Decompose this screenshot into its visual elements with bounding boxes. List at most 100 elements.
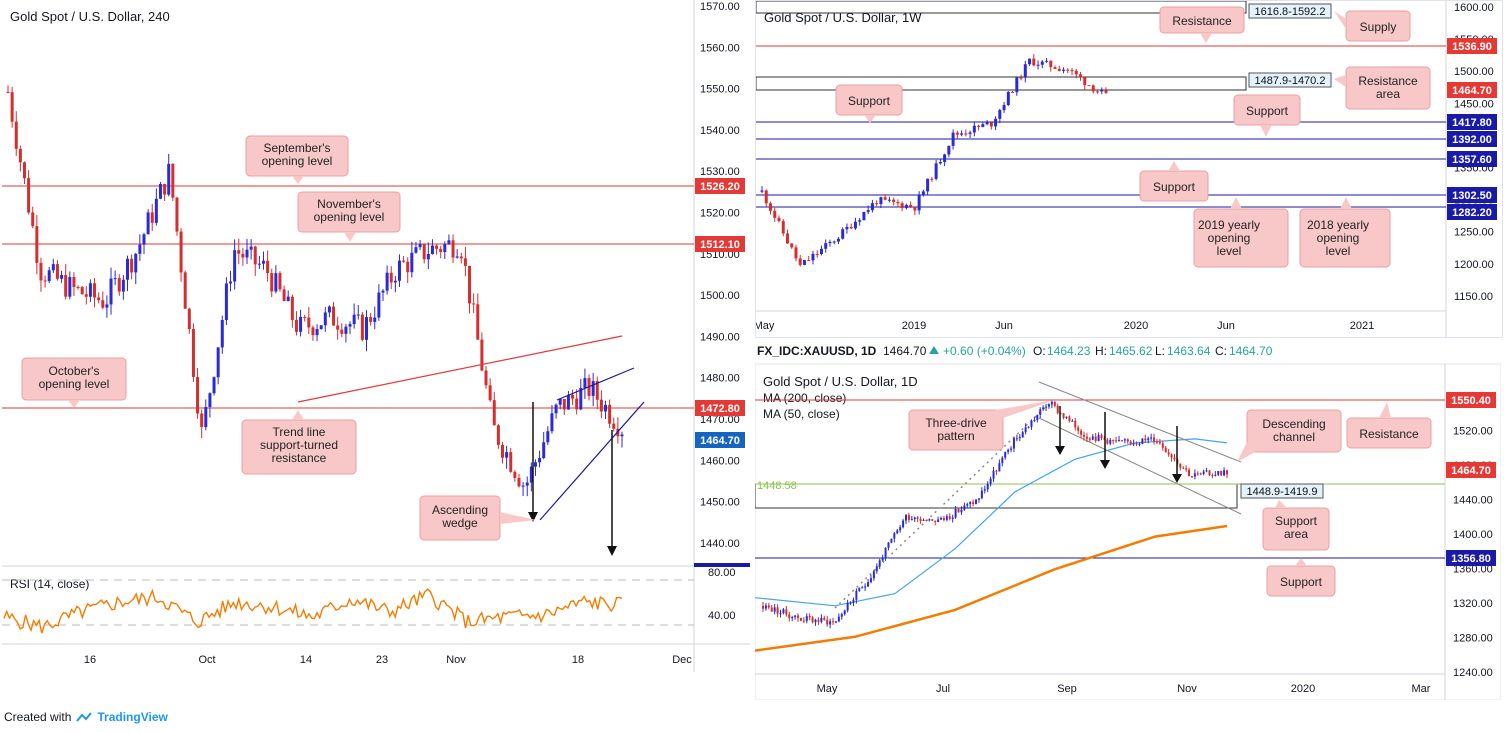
candle-body xyxy=(109,278,113,305)
callout-trendline[interactable]: Trend line support-turned resistance xyxy=(241,410,357,475)
time-tick-label: Oct xyxy=(198,654,215,666)
callout-wedge[interactable]: Ascending wedge xyxy=(419,495,536,541)
ma50-label: MA (50, close) xyxy=(763,407,840,421)
svg-text:Support: Support xyxy=(848,94,891,108)
daily-chart-svg[interactable]: FX_IDC:XAUUSD, 1D 1464.70 +0.60 (+0.04%)… xyxy=(754,338,1502,701)
callout-resistance-area[interactable]: Resistance area xyxy=(1334,66,1431,110)
svg-text:1472.80: 1472.80 xyxy=(700,403,740,415)
callout-october[interactable]: October's opening level xyxy=(21,357,127,408)
candle-body xyxy=(887,542,890,548)
candle-body xyxy=(1049,60,1053,68)
callout-resistance[interactable]: Resistance xyxy=(1346,402,1432,449)
open-value: 1464.23 xyxy=(1047,344,1091,358)
h4-chart-svg[interactable]: Gold Spot / U.S. Dollar, 240 1570.00 1560… xyxy=(2,0,750,672)
callout-resistance[interactable]: Resistance xyxy=(1159,6,1245,43)
time-axis[interactable]: 16 Oct 14 23 Nov 18 Dec xyxy=(84,654,692,666)
price-axis[interactable]: 1560.001520.001480.001440.001400.001360.… xyxy=(1453,391,1493,679)
candle-body xyxy=(867,582,870,587)
svg-text:1464.70: 1464.70 xyxy=(700,435,740,447)
callout-channel[interactable]: Descending channel xyxy=(1237,409,1342,462)
price-tag-bg xyxy=(1447,38,1497,54)
candle-body xyxy=(175,197,179,232)
resistance-area-zone xyxy=(755,76,1247,91)
callout-support-area[interactable]: Support area xyxy=(1262,500,1330,551)
callout-support-mid[interactable]: Support xyxy=(1139,161,1209,202)
chart-title: Gold Spot / U.S. Dollar, 240 xyxy=(10,9,170,24)
time-tick-label: 2020 xyxy=(1124,320,1148,332)
candle-body xyxy=(1047,404,1050,407)
daily-candles xyxy=(762,399,1228,629)
candle-body xyxy=(1083,77,1087,86)
price-tag-label: 1392.00 xyxy=(1452,134,1492,146)
callout-support-right[interactable]: Support xyxy=(1233,94,1301,137)
price-tag-1550: 1550.40 xyxy=(1446,392,1496,408)
candle-body xyxy=(768,203,772,211)
price-tag-bg xyxy=(1447,114,1497,130)
candle-body xyxy=(97,297,101,301)
candle-body xyxy=(788,614,791,619)
candle-body xyxy=(154,198,158,223)
candle-body xyxy=(64,275,68,297)
candle-body xyxy=(811,617,814,623)
candle-body xyxy=(805,616,808,622)
price-tick-label: 1490.00 xyxy=(700,331,740,343)
callout-supply[interactable]: Supply xyxy=(1334,10,1411,42)
candle-body xyxy=(972,125,976,133)
time-axis[interactable]: May 2019 Jun 2020 Jun 2021 xyxy=(754,320,1375,332)
candle-body xyxy=(410,252,414,273)
candle-body xyxy=(790,243,794,248)
callout-2019-yearly[interactable]: 2019 yearly opening level xyxy=(1193,197,1289,268)
candle-body xyxy=(117,278,121,292)
candle-body xyxy=(529,466,533,483)
price-tick-label: 1520.00 xyxy=(1453,426,1493,438)
callout-november[interactable]: November's opening level xyxy=(297,191,401,242)
support-zone-label: 1448.9-1419.9 xyxy=(1240,483,1324,499)
candle-body xyxy=(402,260,406,262)
candle-body xyxy=(241,253,245,258)
candle-body xyxy=(1115,440,1118,442)
candle-body xyxy=(1050,402,1053,405)
candle-body xyxy=(1147,438,1150,441)
candle-body xyxy=(1173,457,1176,460)
time-axis[interactable]: May Jul Sep Nov 2020 Mar xyxy=(817,683,1431,695)
candle-body xyxy=(834,621,837,623)
price-tag-current: 1464.70 xyxy=(695,432,745,448)
callout-2018-yearly[interactable]: 2018 yearly opening level xyxy=(1299,197,1391,268)
candle-body xyxy=(858,587,861,591)
candle-body xyxy=(356,314,360,316)
candle-body xyxy=(525,482,529,486)
candle-body xyxy=(1096,91,1100,93)
candle-body xyxy=(1150,437,1153,439)
time-tick-label: 2020 xyxy=(1291,683,1315,695)
ma200-line xyxy=(754,524,1228,652)
callout-support[interactable]: Support xyxy=(1266,558,1336,597)
candle-body xyxy=(934,520,937,522)
callout-three-drive[interactable]: Three-drive pattern xyxy=(908,400,1055,451)
candle-body xyxy=(608,404,612,424)
candle-body xyxy=(430,245,434,255)
price-tick-label: 1440.00 xyxy=(1453,495,1493,507)
candle-body xyxy=(896,530,899,534)
candle-body xyxy=(1006,91,1010,106)
candle-body xyxy=(319,325,323,330)
callout-september[interactable]: September's opening level xyxy=(245,135,349,184)
candle-body xyxy=(1202,471,1205,474)
change-value: +0.60 (+0.04%) xyxy=(943,344,1026,358)
candle-body xyxy=(35,226,39,263)
candle-body xyxy=(760,190,764,192)
tradingview-link[interactable]: TradingView xyxy=(97,710,168,724)
ma50-line xyxy=(754,438,1228,607)
weekly-chart-svg[interactable]: Gold Spot / U.S. Dollar, 1W 1600.001550.… xyxy=(754,0,1502,337)
candle-body xyxy=(1012,438,1015,449)
callout-support-left[interactable]: Support xyxy=(835,84,903,123)
candle-body xyxy=(832,241,836,243)
time-tick-label: Jun xyxy=(1217,320,1235,332)
candle-body xyxy=(1097,435,1100,441)
price-tick-label: 1530.00 xyxy=(700,166,740,178)
candle-body xyxy=(1226,470,1228,475)
candle-body xyxy=(1208,470,1211,476)
candle-body xyxy=(303,316,307,318)
candle-body xyxy=(377,292,381,318)
candle-body xyxy=(817,619,820,622)
candle-body xyxy=(824,243,828,249)
